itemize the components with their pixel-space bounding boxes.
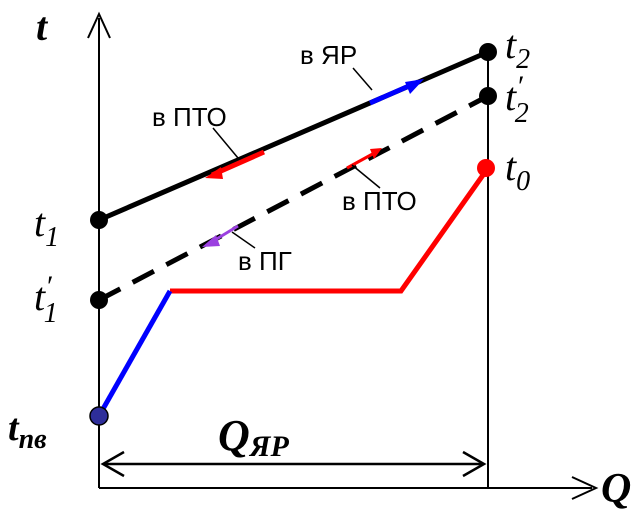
flow-arrow-to-pto-upper xyxy=(205,167,223,179)
steam-generator-line xyxy=(170,166,491,294)
label-t2-prime: t′ 2 xyxy=(505,70,529,129)
leader-pg xyxy=(231,231,256,249)
feedwater-heating-line xyxy=(96,289,173,418)
q-dimension-left-arrowhead xyxy=(100,450,125,478)
label-t0: t0 xyxy=(505,144,530,197)
annotation-to-pg: в ПГ xyxy=(238,246,292,276)
label-t1-prime: t′ 1 xyxy=(34,270,58,329)
x-axis-label: Q xyxy=(601,466,631,510)
q-dimension-right-arrowhead xyxy=(462,450,487,478)
point-t-pv xyxy=(89,406,109,426)
annotation-to-reactor: в ЯР xyxy=(300,40,357,70)
label-t-pv: tпв xyxy=(8,407,47,455)
flow-arrow-to-reactor xyxy=(405,79,424,94)
flow-arrow-to-pg xyxy=(202,235,220,247)
annotation-to-pto-lower: в ПТО xyxy=(342,186,417,216)
leader-reactor xyxy=(352,67,373,91)
label-t1: t1 xyxy=(34,200,59,253)
q-reactor-label: QЯР xyxy=(218,411,289,463)
label-t2: t2 xyxy=(505,22,530,75)
primary-coolant-line xyxy=(98,49,489,223)
point-t1-prime xyxy=(90,291,108,309)
flow-arrow-to-pto-lower xyxy=(370,148,382,159)
point-t2-prime xyxy=(479,87,497,105)
y-axis-label: t xyxy=(36,4,49,49)
point-t1 xyxy=(90,211,108,229)
annotation-to-pto-upper: в ПТО xyxy=(152,102,227,132)
leader-pto-upper xyxy=(212,127,239,159)
point-t0 xyxy=(477,159,495,177)
point-t2 xyxy=(479,43,497,61)
x-axis-arrowhead xyxy=(571,476,599,500)
y-axis-arrowhead xyxy=(87,11,111,39)
leader-pto-lower xyxy=(351,164,381,189)
